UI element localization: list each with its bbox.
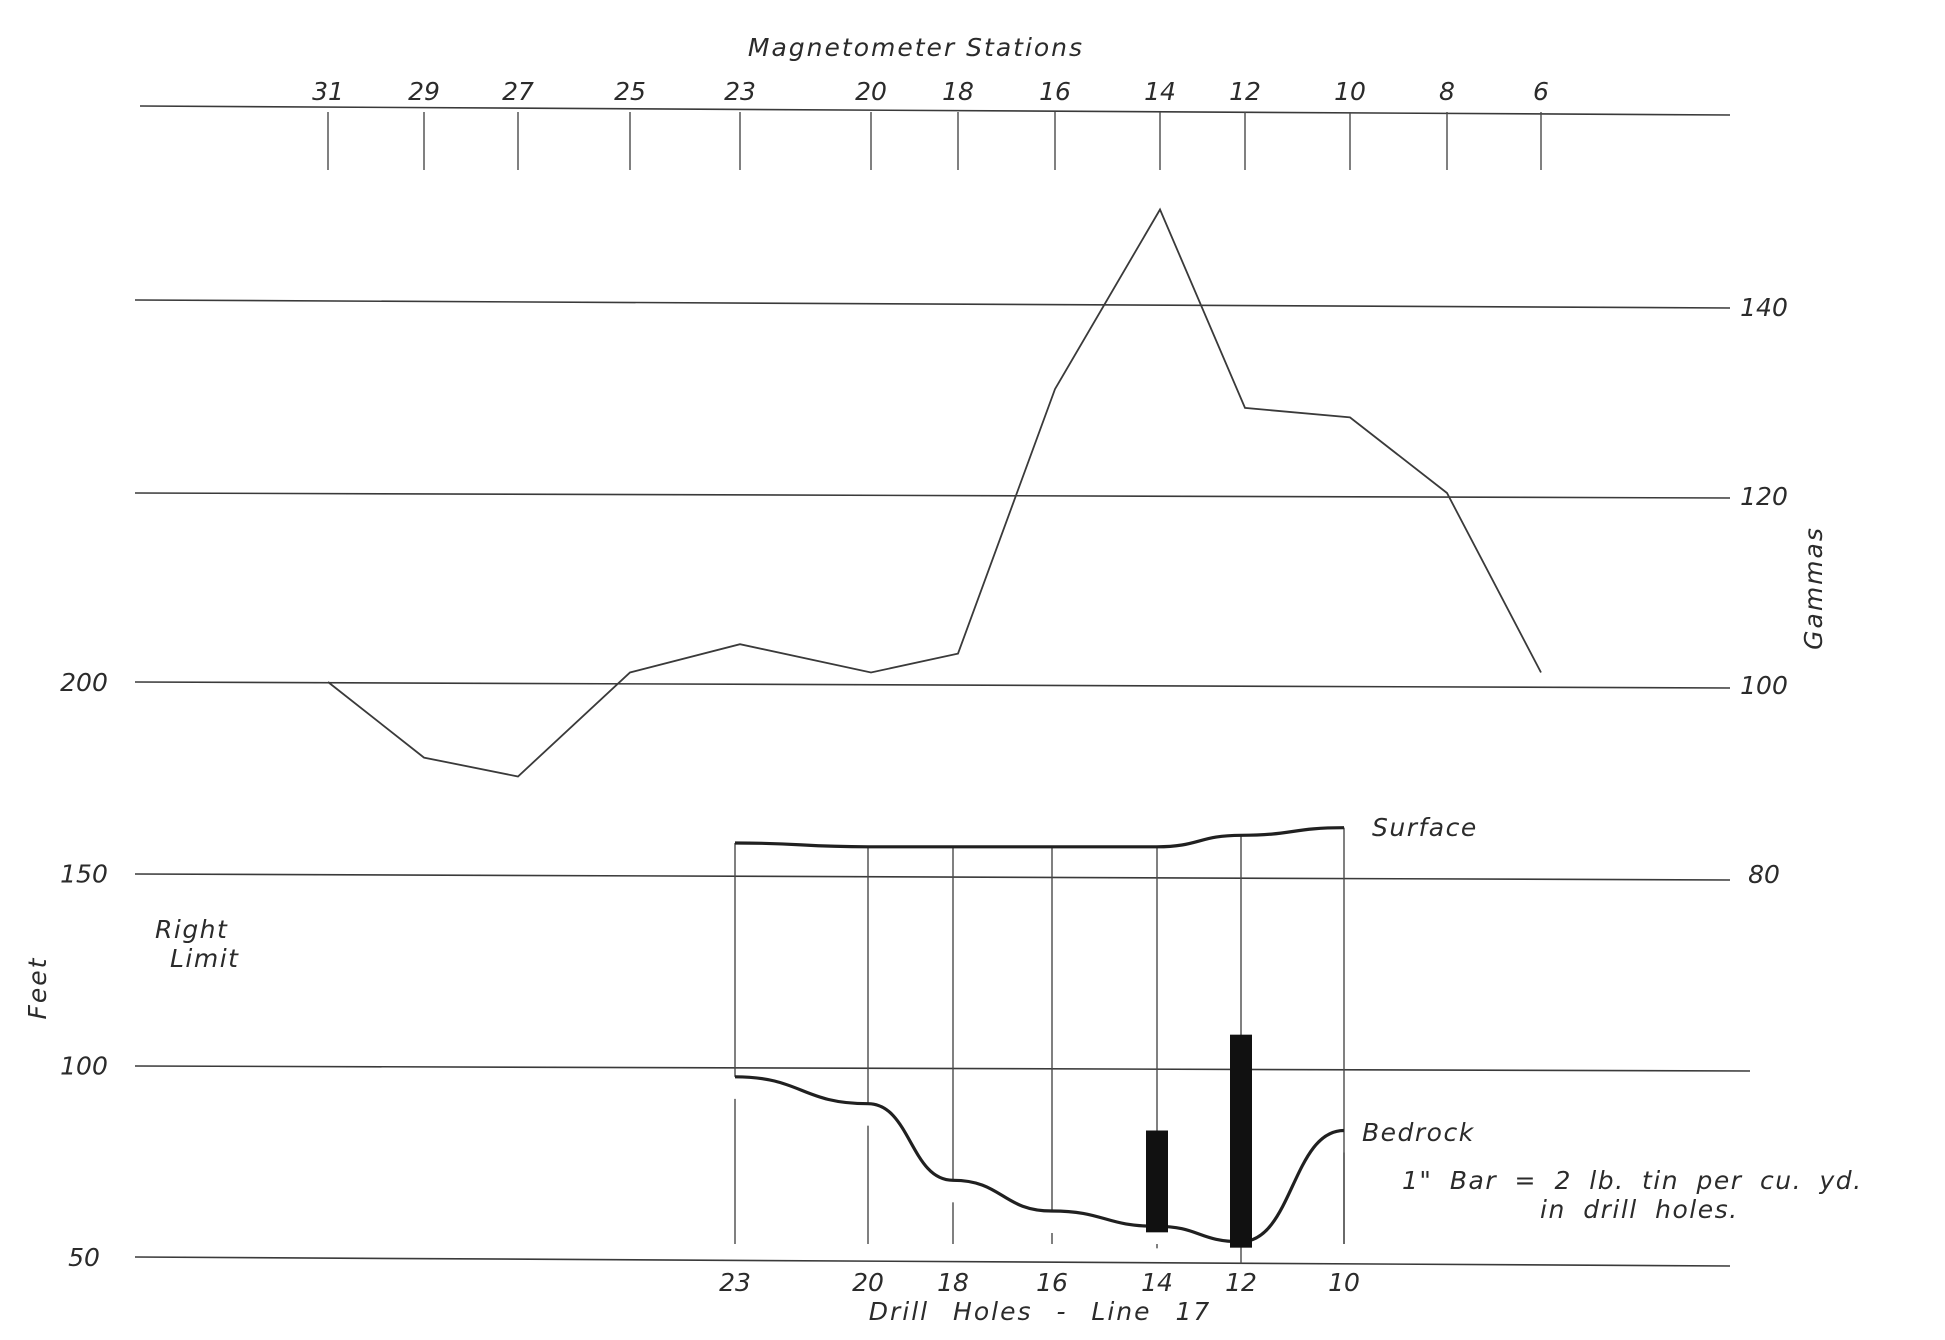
gridline-2 [134, 681, 1731, 689]
drill-hole-label-14: 14 [1141, 1268, 1173, 1297]
x-axis-title: Drill Holes - Line 17 [869, 1297, 1212, 1326]
gridline-1 [134, 492, 1731, 499]
station-label-12: 12 [1229, 77, 1261, 106]
station-label-20: 20 [855, 77, 887, 106]
right-tick-140: 140 [1740, 293, 1788, 322]
station-label-10: 10 [1334, 77, 1366, 106]
tin-bars [1146, 1034, 1252, 1248]
station-labels: 31 29 27 25 23 20 18 16 14 12 10 8 6 [312, 77, 1549, 106]
drill-hole-label-12: 12 [1225, 1268, 1257, 1297]
right-axis-title: Gammas [1799, 526, 1828, 650]
station-label-29: 29 [408, 77, 440, 106]
tin-bar-14 [1146, 1130, 1168, 1233]
right-limit-label-line1: Right [155, 915, 228, 944]
gridline-4 [134, 1065, 1751, 1072]
drill-hole-lower-ticks [734, 1098, 1345, 1264]
station-label-31: 31 [312, 77, 344, 106]
left-axis-ticks: 200 150 100 50 [60, 668, 108, 1272]
drill-hole-label-16: 16 [1036, 1268, 1068, 1297]
right-tick-120: 120 [1740, 482, 1788, 511]
gridline-5 [134, 1256, 1731, 1267]
drill-hole-label-18: 18 [937, 1268, 969, 1297]
left-tick-100: 100 [60, 1051, 108, 1080]
drill-hole-label-20: 20 [852, 1268, 884, 1297]
right-tick-100: 100 [1740, 671, 1788, 700]
right-limit-label-line2: Limit [170, 944, 239, 973]
drill-hole-label-10: 10 [1328, 1268, 1360, 1297]
left-tick-200: 200 [60, 668, 108, 697]
tin-bar-12 [1230, 1034, 1252, 1248]
station-label-14: 14 [1144, 77, 1176, 106]
surface-label: Surface [1372, 813, 1478, 842]
bar-legend-line2: in drill holes. [1540, 1195, 1739, 1224]
chart-title: Magnetometer Stations [748, 33, 1084, 62]
station-label-18: 18 [942, 77, 974, 106]
station-label-16: 16 [1039, 77, 1071, 106]
right-axis-ticks: 140 120 100 80 [1740, 293, 1788, 889]
left-tick-150: 150 [60, 860, 108, 889]
station-label-23: 23 [724, 77, 756, 106]
drill-hole-lines [734, 827, 1345, 1242]
surface-series-line [734, 826, 1345, 849]
bedrock-series-line [734, 1075, 1345, 1244]
left-axis-title: Feet [23, 957, 52, 1020]
drill-hole-label-23: 23 [719, 1268, 751, 1297]
gridlines [134, 299, 1751, 1267]
bar-legend-line1: 1" Bar = 2 lb. tin per cu. yd. [1402, 1166, 1863, 1195]
drill-hole-labels: 23 20 18 16 14 12 10 [719, 1268, 1360, 1297]
gridline-0 [134, 299, 1731, 309]
left-tick-50: 50 [68, 1243, 100, 1272]
station-ticks [327, 112, 1542, 170]
right-tick-80: 80 [1748, 860, 1780, 889]
station-label-27: 27 [502, 77, 534, 106]
station-label-8: 8 [1439, 77, 1455, 106]
bedrock-label: Bedrock [1362, 1118, 1475, 1147]
station-label-25: 25 [614, 77, 646, 106]
station-baseline [139, 105, 1731, 116]
magnetometer-series-line [327, 207, 1542, 778]
station-label-6: 6 [1533, 77, 1549, 106]
gridline-3 [134, 873, 1731, 881]
